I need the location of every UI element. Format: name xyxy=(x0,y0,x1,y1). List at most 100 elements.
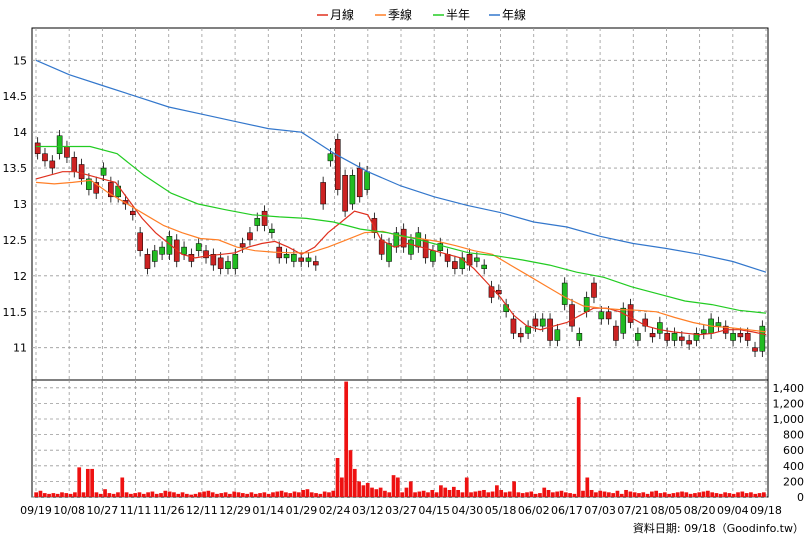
volume-bar xyxy=(275,491,280,497)
candle-up xyxy=(100,167,107,176)
volume-bar xyxy=(348,450,353,497)
x-tick-label: 03/27 xyxy=(385,504,417,517)
candle-up xyxy=(195,243,202,251)
volume-bar xyxy=(197,492,202,497)
volume-bar xyxy=(309,492,314,497)
candle-down xyxy=(64,146,70,158)
volume-bar xyxy=(563,492,568,497)
volume-bar-series xyxy=(34,381,766,497)
volume-bar xyxy=(632,492,637,497)
volume-bar xyxy=(387,492,392,497)
volume-bar xyxy=(671,493,676,497)
candle-down xyxy=(517,333,524,338)
volume-bar xyxy=(594,492,598,497)
volume-bar xyxy=(210,492,215,497)
candle-up xyxy=(671,333,678,341)
volume-bar xyxy=(137,492,142,497)
volume-panel: 1,400 1,200 1,000 800 600 400 200 0 xyxy=(31,379,805,504)
x-tick-label: 07/03 xyxy=(584,504,616,517)
candle-up xyxy=(635,333,641,341)
volume-bar xyxy=(749,492,753,497)
candle-up xyxy=(715,322,722,327)
volume-bar xyxy=(365,482,370,497)
price-tick-label: 12 xyxy=(13,270,27,283)
volume-bar xyxy=(568,493,572,497)
candle-up xyxy=(269,228,275,233)
volume-bar xyxy=(172,492,176,497)
candle-up xyxy=(408,239,414,255)
volume-bar xyxy=(335,458,340,497)
volume-bar xyxy=(615,490,620,497)
volume-bar xyxy=(223,492,228,497)
x-tick-label: 09/19 xyxy=(20,504,52,517)
volume-bar xyxy=(443,487,448,497)
volume-bar xyxy=(120,477,125,497)
volume-bar xyxy=(753,493,758,497)
legend-label-half: 半年 xyxy=(446,8,470,22)
candle-up xyxy=(305,257,312,262)
volume-bar xyxy=(744,493,749,497)
candle-down xyxy=(452,261,458,269)
ma-month-line xyxy=(35,171,767,336)
volume-bar xyxy=(555,491,560,497)
volume-bar xyxy=(249,492,254,497)
candle-up xyxy=(225,261,231,269)
volume-bar xyxy=(38,490,43,497)
volume-bar xyxy=(77,467,82,497)
volume-bar xyxy=(51,493,56,497)
candle-down xyxy=(356,167,363,198)
volume-bar xyxy=(512,481,516,497)
candle-down xyxy=(613,325,619,341)
volume-tick-label: 1,400 xyxy=(773,382,805,395)
volume-bar xyxy=(761,492,766,497)
legend-item-half: 半年 xyxy=(433,8,470,22)
volume-bar xyxy=(688,493,693,497)
volume-bar xyxy=(232,491,237,497)
legend-item-month: 月線 xyxy=(317,7,354,22)
candle-up xyxy=(56,135,63,154)
volume-bar xyxy=(163,490,168,497)
volume-bar xyxy=(482,489,486,497)
volume-bar xyxy=(624,489,628,497)
candle-down xyxy=(649,333,656,338)
volume-bar xyxy=(662,492,667,497)
volume-bar xyxy=(271,492,275,497)
x-tick-label: 02/24 xyxy=(319,504,351,517)
candle-down xyxy=(510,318,517,334)
x-tick-label: 04/15 xyxy=(418,504,450,517)
volume-bar xyxy=(189,494,194,497)
x-tick-label: 03/12 xyxy=(352,504,384,517)
volume-bar xyxy=(645,493,650,497)
volume-bar xyxy=(146,492,150,497)
volume-bar xyxy=(529,491,534,497)
volume-bar xyxy=(538,493,542,497)
legend-label-quarter: 季線 xyxy=(388,7,412,22)
price-tick-label: 12.5 xyxy=(3,234,28,247)
candle-down xyxy=(371,218,378,233)
volume-bar xyxy=(124,492,129,497)
volume-bar xyxy=(42,493,47,497)
volume-bar xyxy=(391,475,396,497)
price-gridlines xyxy=(32,28,768,380)
x-tick-label: 11/26 xyxy=(153,504,185,517)
volume-bar xyxy=(279,490,284,497)
volume-bar xyxy=(47,493,51,497)
legend-item-year: 年線 xyxy=(489,7,526,22)
x-tick-label: 08/20 xyxy=(684,504,716,517)
volume-bar xyxy=(253,493,258,497)
candle-down xyxy=(34,142,41,154)
x-tick-label: 07/21 xyxy=(617,504,649,517)
volume-bar xyxy=(129,493,133,497)
x-tick-label: 10/27 xyxy=(87,504,119,517)
candle-down xyxy=(313,261,319,266)
candle-down xyxy=(122,200,129,205)
volume-bar xyxy=(693,493,697,497)
volume-bar xyxy=(697,492,702,497)
candle-down xyxy=(144,254,151,269)
price-tick-label: 11.5 xyxy=(3,306,28,319)
volume-bar xyxy=(266,493,271,497)
candle-down xyxy=(42,153,48,162)
volume-bar xyxy=(606,492,611,497)
volume-bar xyxy=(94,492,99,497)
volume-bar xyxy=(167,491,172,497)
